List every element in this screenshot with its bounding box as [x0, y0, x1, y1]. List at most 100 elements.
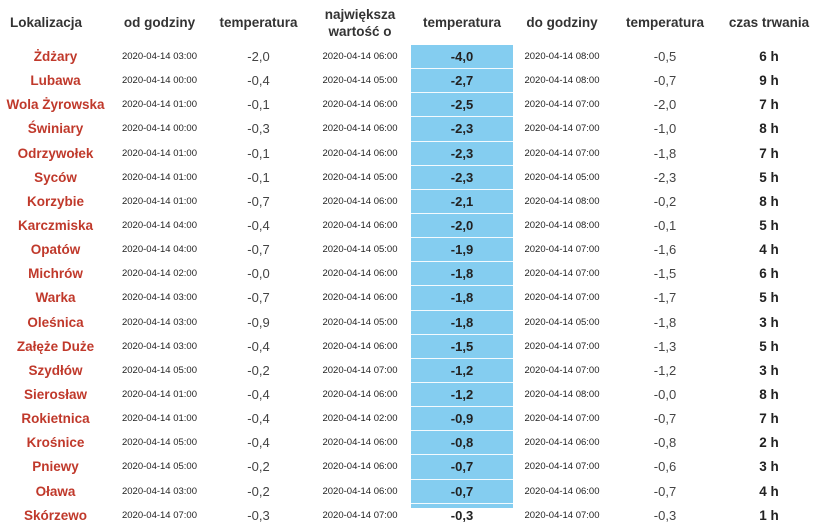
location-link[interactable]: Krośnice: [0, 430, 111, 456]
to-hour-cell: 2020-04-14 07:00: [513, 92, 611, 118]
table-row: Karczmiska 2020-04-14 04:00 -0,4 2020-04-14…: [0, 213, 819, 239]
location-link[interactable]: Warka: [0, 285, 111, 311]
table-row: Michrów 2020-04-14 02:00 -0,0 2020-04-14 06…: [0, 261, 819, 287]
duration-cell: 3 h: [719, 454, 819, 480]
from-hour-cell: 2020-04-14 03:00: [111, 310, 208, 335]
location-link[interactable]: Wola Żyrowska: [0, 92, 111, 118]
temperature-to-cell: -1,2: [611, 358, 719, 383]
temperature-to-cell: -1,5: [611, 261, 719, 287]
temperature-to-cell: -2,3: [611, 165, 719, 190]
temperature-to-cell: -0,1: [611, 213, 719, 239]
temperature-from-cell: -0,0: [208, 261, 309, 287]
location-link[interactable]: Lubawa: [0, 68, 111, 94]
to-hour-cell: 2020-04-14 08:00: [513, 382, 611, 408]
temperature-to-cell: -0,6: [611, 454, 719, 480]
peak-time-cell: 2020-04-14 06:00: [309, 261, 411, 287]
to-hour-cell: 2020-04-14 07:00: [513, 141, 611, 166]
from-hour-cell: 2020-04-14 03:00: [111, 334, 208, 359]
to-hour-cell: 2020-04-14 08:00: [513, 189, 611, 214]
temperature-from-cell: -0,1: [208, 92, 309, 118]
to-hour-cell: 2020-04-14 08:00: [513, 45, 611, 70]
peak-time-cell: 2020-04-14 06:00: [309, 285, 411, 311]
header-temperature-min: temperatura: [422, 15, 502, 30]
temperature-to-cell: -1,7: [611, 285, 719, 311]
from-hour-cell: 2020-04-14 01:00: [111, 406, 208, 432]
temperature-to-cell: -0,7: [611, 68, 719, 94]
location-link[interactable]: Odrzywołek: [0, 141, 111, 166]
to-hour-cell: 2020-04-14 07:00: [513, 116, 611, 142]
temperature-from-cell: -0,7: [208, 189, 309, 214]
table-row: Skórzewo 2020-04-14 07:00 -0,3 2020-04-14 0…: [0, 503, 819, 528]
table-row: Sierosław 2020-04-14 01:00 -0,4 2020-04-14 …: [0, 382, 819, 408]
min-temperature-cell: -0,9: [411, 406, 513, 432]
temperature-from-cell: -0,3: [208, 503, 309, 528]
temperature-from-cell: -0,4: [208, 406, 309, 432]
temperature-from-cell: -0,2: [208, 358, 309, 383]
temperature-from-cell: -0,4: [208, 430, 309, 456]
peak-time-cell: 2020-04-14 06:00: [309, 479, 411, 504]
location-link[interactable]: Korzybie: [0, 189, 111, 214]
temperature-to-cell: -0,2: [611, 189, 719, 214]
table-row: Pniewy 2020-04-14 05:00 -0,2 2020-04-14 06:…: [0, 454, 819, 480]
location-link[interactable]: Szydłów: [0, 358, 111, 383]
to-hour-cell: 2020-04-14 07:00: [513, 406, 611, 432]
location-link[interactable]: Opatów: [0, 237, 111, 263]
to-hour-cell: 2020-04-14 07:00: [513, 261, 611, 287]
temperature-to-cell: -1,6: [611, 237, 719, 263]
peak-time-cell: 2020-04-14 06:00: [309, 334, 411, 359]
to-hour-cell: 2020-04-14 06:00: [513, 479, 611, 504]
min-temperature-cell: -1,8: [411, 285, 513, 311]
duration-cell: 8 h: [719, 116, 819, 142]
peak-time-cell: 2020-04-14 07:00: [309, 503, 411, 528]
from-hour-cell: 2020-04-14 03:00: [111, 285, 208, 311]
temperature-to-cell: -1,0: [611, 116, 719, 142]
peak-time-cell: 2020-04-14 06:00: [309, 141, 411, 166]
header-temperature-to: temperatura: [625, 15, 705, 30]
temperature-from-cell: -0,4: [208, 334, 309, 359]
header-largest-value-line2: wartość o: [328, 23, 392, 39]
duration-cell: 2 h: [719, 430, 819, 456]
from-hour-cell: 2020-04-14 04:00: [111, 213, 208, 239]
frost-table-view: Lokalizacja od godziny temperatura najwi…: [0, 7, 819, 528]
location-link[interactable]: Karczmiska: [0, 213, 111, 239]
duration-cell: 8 h: [719, 382, 819, 408]
from-hour-cell: 2020-04-14 05:00: [111, 430, 208, 456]
from-hour-cell: 2020-04-14 03:00: [111, 479, 208, 504]
peak-time-cell: 2020-04-14 07:00: [309, 358, 411, 383]
min-temperature-cell: -1,8: [411, 310, 513, 335]
location-link[interactable]: Michrów: [0, 261, 111, 287]
from-hour-cell: 2020-04-14 00:00: [111, 68, 208, 94]
temperature-to-cell: -0,8: [611, 430, 719, 456]
location-link[interactable]: Skórzewo: [0, 503, 111, 528]
temperature-from-cell: -2,0: [208, 45, 309, 70]
location-link[interactable]: Załęże Duże: [0, 334, 111, 359]
location-link[interactable]: Rokietnica: [0, 406, 111, 432]
temperature-to-cell: -0,0: [611, 382, 719, 408]
location-link[interactable]: Pniewy: [0, 454, 111, 480]
table-row: Szydłów 2020-04-14 05:00 -0,2 2020-04-14 07…: [0, 358, 819, 383]
from-hour-cell: 2020-04-14 01:00: [111, 141, 208, 166]
temperature-from-cell: -0,7: [208, 285, 309, 311]
header-location: Lokalizacja: [10, 15, 83, 30]
to-hour-cell: 2020-04-14 07:00: [513, 358, 611, 383]
duration-cell: 5 h: [719, 165, 819, 190]
location-link[interactable]: Sierosław: [0, 382, 111, 408]
from-hour-cell: 2020-04-14 05:00: [111, 358, 208, 383]
temperature-to-cell: -0,7: [611, 479, 719, 504]
temperature-to-cell: -0,7: [611, 406, 719, 432]
location-link[interactable]: Świniary: [0, 116, 111, 142]
peak-time-cell: 2020-04-14 06:00: [309, 92, 411, 118]
peak-time-cell: 2020-04-14 05:00: [309, 237, 411, 263]
temperature-from-cell: -0,2: [208, 479, 309, 504]
duration-cell: 7 h: [719, 141, 819, 166]
location-link[interactable]: Syców: [0, 165, 111, 190]
location-link[interactable]: Żdżary: [0, 45, 111, 70]
location-link[interactable]: Oleśnica: [0, 310, 111, 335]
peak-time-cell: 2020-04-14 06:00: [309, 189, 411, 214]
peak-time-cell: 2020-04-14 05:00: [309, 165, 411, 190]
location-link[interactable]: Oława: [0, 479, 111, 504]
header-from-hour: od godziny: [123, 15, 196, 30]
min-temperature-cell: -2,7: [411, 68, 513, 94]
duration-cell: 9 h: [719, 68, 819, 94]
to-hour-cell: 2020-04-14 07:00: [513, 454, 611, 480]
